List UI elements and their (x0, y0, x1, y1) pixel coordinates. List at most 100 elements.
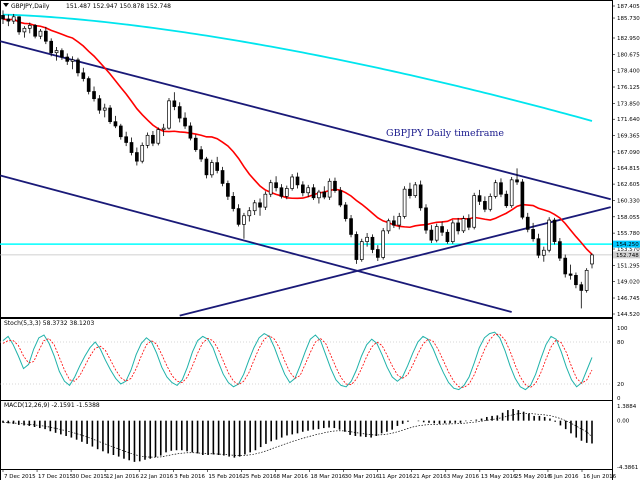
candle-body-bull (290, 176, 294, 189)
candle-body-bear (81, 72, 86, 79)
candle (317, 189, 321, 204)
price-highlight-label: 152.748 (616, 253, 639, 259)
candle-body-bull (547, 219, 551, 251)
candle-body-bull (70, 59, 75, 62)
candle-body-bear (92, 91, 96, 100)
candle (493, 179, 498, 199)
candle-body-bear (536, 238, 541, 256)
candle-body-bull (263, 193, 268, 208)
candle-body-bull (317, 191, 321, 199)
date-tick-label: 3 Feb 2016 (174, 474, 205, 480)
candle (392, 215, 396, 228)
candle (188, 122, 193, 141)
candle (386, 218, 391, 234)
stoch-header: Stoch(5,3,3) 58.3732 38.1203 (4, 320, 95, 327)
candle (322, 186, 327, 200)
price-tick-label: 162.605 (617, 182, 640, 188)
candle-body-bull (413, 184, 418, 196)
candle-body-bear (151, 134, 155, 144)
candle (258, 198, 262, 216)
stoch-main-line (2, 331, 593, 391)
candle (11, 13, 16, 24)
price-tick-label: 149.020 (617, 280, 640, 286)
candle (327, 178, 332, 200)
candle-body-bull (306, 187, 311, 194)
candle-body-bull (156, 129, 161, 144)
candle (413, 181, 418, 198)
candle-body-bull (145, 134, 150, 146)
candle-body-bear (183, 117, 187, 127)
candle-body-bear (520, 181, 525, 218)
candle-body-bull (284, 188, 289, 197)
main-chart (0, 10, 612, 317)
stoch-axis-label: 100 (617, 326, 628, 332)
candle (247, 207, 252, 222)
candle (118, 123, 123, 140)
candle (17, 16, 21, 35)
price-tick-label: 144.520 (617, 312, 640, 318)
date-tick-label: 21 Apr 2016 (413, 474, 448, 480)
date-tick-label: 15 Feb 2016 (208, 474, 243, 480)
candle-body-bear (525, 216, 530, 230)
candle-body-bull (541, 249, 546, 256)
dropdown-triangle-icon[interactable] (3, 3, 9, 7)
candle (295, 172, 300, 189)
candle (531, 222, 535, 242)
candle (22, 26, 27, 38)
candle-body-bear (279, 187, 284, 197)
candle-body-bull (381, 230, 385, 258)
candle (44, 26, 48, 45)
candle-body-bear (118, 125, 123, 138)
candle (151, 131, 155, 147)
candle-body-bull (397, 216, 402, 226)
candle (290, 174, 294, 191)
price-tick-label: 182.950 (617, 36, 640, 42)
candle-body-bear (429, 229, 434, 241)
candle (113, 115, 118, 129)
candle-body-bull (472, 195, 477, 228)
candle-body-bear (49, 40, 54, 54)
candle (375, 245, 380, 261)
candle-body-bear (226, 183, 230, 197)
candle (354, 231, 359, 264)
price-tick-label: 155.780 (617, 231, 640, 237)
candle (301, 181, 305, 197)
candle-body-bear (531, 229, 535, 240)
candle-body-bull (402, 188, 407, 217)
candle-body-bear (236, 208, 241, 225)
candle-body-bull (493, 182, 498, 197)
candle (515, 168, 519, 185)
candle (541, 246, 546, 262)
candle (504, 190, 509, 208)
candle (177, 102, 182, 123)
price-highlight-box (613, 251, 640, 259)
candle-body-bull (327, 180, 332, 198)
candle-body-bear (231, 196, 236, 209)
price-tick-label: 176.125 (617, 85, 640, 91)
price-tick-label: 160.330 (617, 198, 640, 204)
candle-body-bear (477, 195, 482, 202)
candle-body-bull (140, 145, 145, 162)
candle (108, 105, 112, 124)
candle-body-bear (499, 182, 503, 195)
date-tick-label: 11 Apr 2016 (379, 474, 414, 480)
candle-body-bear (60, 50, 64, 58)
candle (370, 234, 375, 254)
macd-axis-label: 0.00 (617, 419, 630, 425)
candle-body-bear (220, 170, 225, 184)
candle-body-bull (252, 202, 257, 212)
candle-body-bear (370, 236, 375, 250)
candle-body-bear (552, 219, 557, 242)
moving-average-short (2, 18, 593, 255)
candle (167, 97, 171, 130)
candle-body-bull (242, 215, 246, 225)
candle (311, 184, 316, 200)
candle (135, 147, 139, 166)
candle-body-bear (177, 106, 182, 119)
date-tick-label: 25 May 2016 (515, 474, 551, 480)
stoch-signal-line (2, 333, 593, 388)
candle (440, 221, 444, 236)
candle-body-bear (258, 202, 262, 208)
